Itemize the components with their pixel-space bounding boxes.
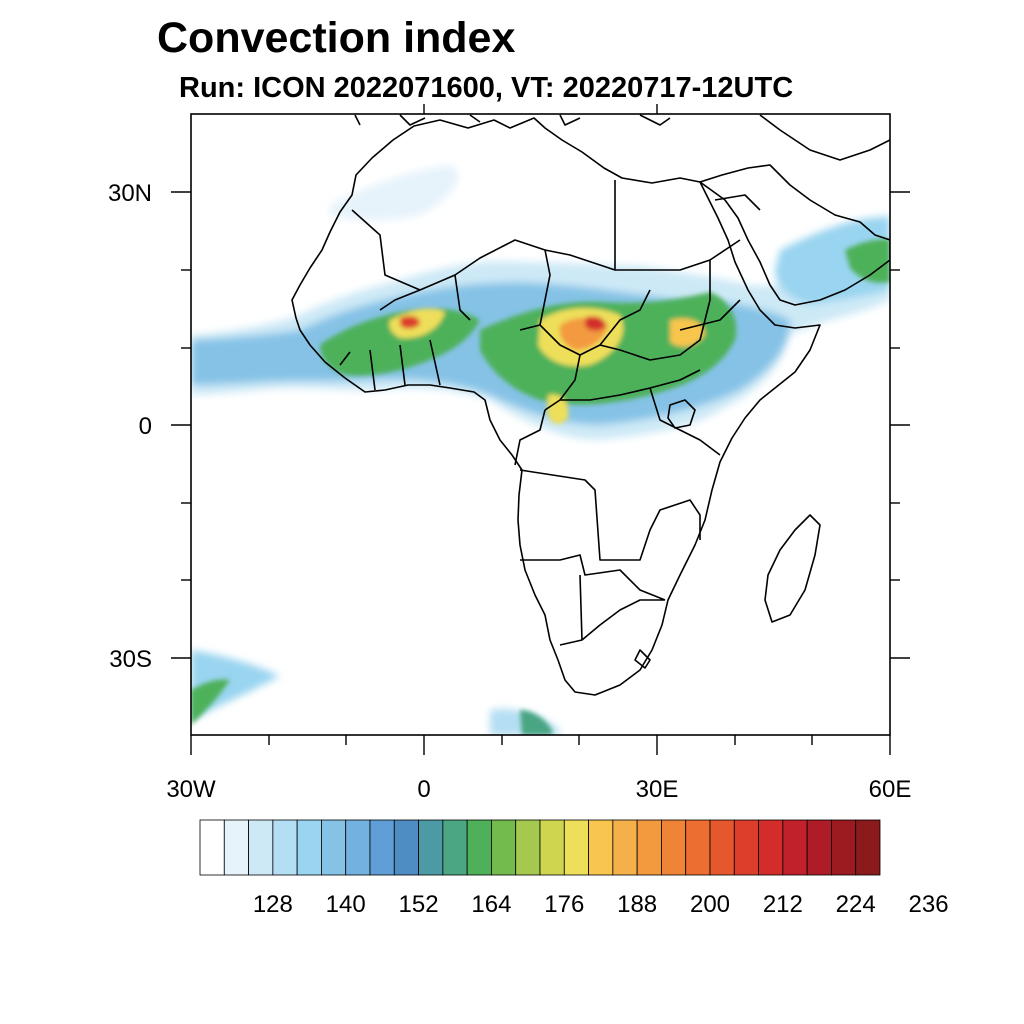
madagascar-coastline	[764, 514, 821, 623]
colorbar-label: 212	[763, 891, 803, 918]
axis-ticks	[171, 104, 910, 755]
map-title: Convection index	[157, 14, 516, 62]
colorbar-label: 128	[253, 891, 293, 918]
lon-label-30e: 30E	[636, 776, 679, 803]
colorbar-label: 236	[909, 891, 949, 918]
field-green-west	[320, 308, 480, 376]
colorbar-label: 224	[836, 891, 876, 918]
colorbar-swatch	[296, 819, 322, 876]
field-arabia	[775, 216, 890, 305]
lake-victoria	[667, 399, 696, 429]
lon-label-0: 0	[417, 776, 430, 803]
field-southwest	[191, 650, 280, 720]
colorbar-label: 188	[617, 891, 657, 918]
colorbar-swatch	[466, 819, 492, 876]
arabia-coastline	[699, 164, 890, 306]
colorbar-swatch	[223, 819, 249, 876]
inland-borders	[339, 180, 761, 669]
lat-label-0: 0	[139, 413, 152, 440]
colorbar-label: 164	[471, 891, 511, 918]
colorbar	[199, 819, 881, 876]
colorbar-swatch	[418, 819, 444, 876]
colorbar-swatch	[758, 819, 784, 876]
field-green-south-atlantic	[520, 710, 552, 735]
lat-label-30n: 30N	[108, 180, 152, 207]
colorbar-swatch	[855, 819, 881, 876]
colorbar-swatch	[515, 819, 541, 876]
field-green-southwest	[191, 679, 230, 725]
colorbar-swatch	[733, 819, 759, 876]
colorbar-swatch	[661, 819, 687, 876]
colorbar-swatch	[685, 819, 711, 876]
europe-coastline	[354, 114, 890, 161]
convection-field	[191, 165, 890, 735]
colorbar-swatch	[393, 819, 419, 876]
colorbar-swatch	[806, 819, 832, 876]
lon-label-60e: 60E	[869, 776, 912, 803]
field-green-arabia	[845, 239, 890, 283]
field-red-central	[585, 316, 606, 331]
colorbar-swatch	[539, 819, 565, 876]
colorbar-swatch	[563, 819, 589, 876]
colorbar-swatch	[612, 819, 638, 876]
colorbar-swatch	[272, 819, 298, 876]
coastlines	[291, 114, 890, 696]
colorbar-swatch	[345, 819, 371, 876]
colorbar-swatch	[831, 819, 857, 876]
colorbar-swatch	[248, 819, 274, 876]
colorbar-label: 200	[690, 891, 730, 918]
lat-label-30s: 30S	[109, 646, 152, 673]
colorbar-swatch	[588, 819, 614, 876]
colorbar-swatch	[782, 819, 808, 876]
colorbar-swatch	[369, 819, 395, 876]
colorbar-label: 152	[399, 891, 439, 918]
field-north-light	[330, 165, 459, 221]
colorbar-swatch	[321, 819, 347, 876]
colorbar-swatch	[442, 819, 468, 876]
colorbar-swatch	[199, 819, 225, 876]
colorbar-swatch	[491, 819, 517, 876]
colorbar-swatch	[636, 819, 662, 876]
colorbar-label: 140	[326, 891, 366, 918]
lon-label-30w: 30W	[166, 776, 216, 803]
colorbar-label: 176	[544, 891, 584, 918]
map-subtitle: Run: ICON 2022071600, VT: 20220717-12UTC	[179, 72, 794, 104]
africa-coastline	[291, 117, 821, 696]
field-yellow-south	[547, 394, 569, 424]
field-red-west	[400, 316, 420, 329]
colorbar-swatch	[709, 819, 735, 876]
colorbar-labels: 128 140 152 164 176 188 200 212 224 236	[253, 891, 949, 918]
